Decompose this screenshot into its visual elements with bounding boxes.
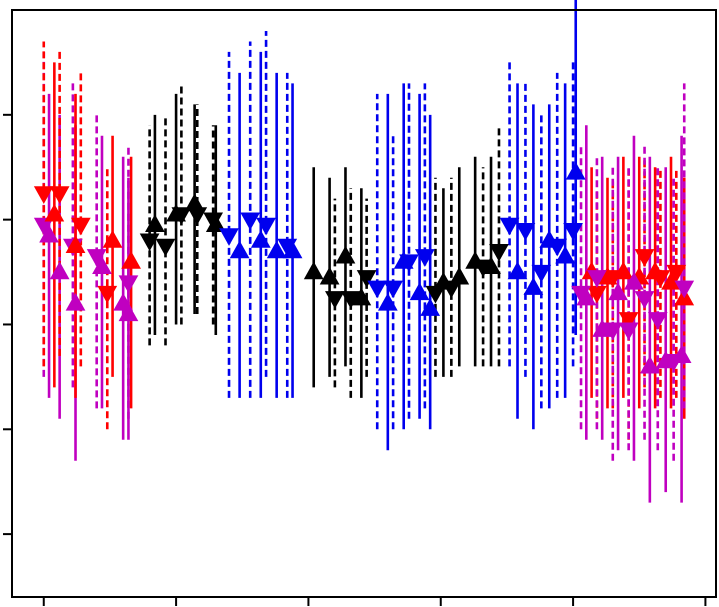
triangle-up-marker [65, 292, 86, 311]
triangle-up-marker [184, 193, 205, 212]
triangle-down-marker [602, 322, 623, 341]
triangle-up-marker [393, 251, 414, 269]
triangle-up-marker [539, 230, 560, 248]
triangle-up-marker [166, 203, 186, 222]
triangle-up-marker [555, 245, 576, 264]
triangle-up-marker [229, 240, 250, 259]
triangle-down-marker [70, 217, 91, 236]
triangle-down-marker [531, 264, 552, 283]
triangle-down-marker [587, 270, 607, 288]
triangle-down-marker [602, 270, 623, 288]
triangle-down-marker [49, 186, 70, 204]
triangle-down-marker [634, 291, 655, 309]
triangle-up-marker [565, 161, 586, 180]
axes-layer [3, 9, 717, 606]
triangle-up-marker [449, 266, 470, 285]
triangle-up-marker [145, 214, 165, 233]
triangle-up-marker [44, 203, 65, 222]
triangle-down-marker [118, 275, 139, 294]
triangle-up-marker [303, 261, 324, 280]
triangle-up-marker [335, 245, 356, 264]
triangle-up-marker [39, 224, 59, 243]
triangle-up-marker [102, 230, 123, 248]
triangle-up-marker [523, 277, 544, 295]
triangle-up-marker [266, 240, 287, 259]
triangle-up-marker [121, 251, 141, 269]
triangle-down-marker [414, 249, 435, 267]
triangle-down-marker [356, 270, 377, 288]
triangle-up-marker [481, 256, 501, 274]
triangle-up-marker [624, 272, 644, 290]
triangle-down-marker [666, 264, 687, 283]
triangle-up-marker [377, 292, 398, 311]
triangle-down-marker [515, 222, 536, 241]
triangle-down-marker [240, 212, 261, 231]
triangle-down-marker [256, 217, 276, 236]
triangle-up-marker [420, 298, 441, 316]
triangle-up-marker [608, 282, 628, 301]
triangle-up-marker [65, 235, 86, 253]
triangle-up-marker [639, 355, 660, 374]
triangle-down-marker [489, 243, 509, 262]
triangle-up-marker [118, 303, 139, 322]
triangle-down-marker [139, 233, 160, 252]
triangle-down-marker [97, 285, 118, 304]
triangle-down-marker [499, 217, 520, 236]
triangle-up-marker [282, 240, 303, 259]
triangle-up-marker [351, 287, 372, 306]
triangle-down-marker [618, 312, 639, 330]
triangle-up-marker [319, 266, 340, 285]
triangle-down-marker [634, 249, 655, 267]
triangle-down-marker [33, 186, 54, 204]
triangle-down-marker [571, 285, 591, 304]
triangle-up-marker [409, 282, 430, 301]
triangle-down-marker [383, 280, 403, 299]
triangle-down-marker [563, 222, 583, 241]
triangle-down-marker [674, 280, 695, 299]
errorbars-layer [42, 0, 686, 503]
triangle-up-marker [250, 230, 271, 248]
plot-frame [11, 9, 717, 598]
triangle-down-marker [647, 312, 668, 330]
triangle-down-marker [219, 228, 239, 246]
triangle-up-marker [205, 214, 226, 233]
markers-layer [33, 161, 695, 374]
triangle-up-marker [507, 261, 528, 280]
triangle-up-marker [49, 261, 70, 280]
triangle-down-marker [367, 280, 388, 299]
triangle-up-marker [433, 272, 454, 290]
triangle-up-marker [92, 256, 112, 274]
triangle-down-marker [618, 322, 639, 341]
triangle-down-marker [155, 238, 176, 257]
triangle-down-marker [325, 291, 345, 309]
triangle-down-marker [650, 270, 671, 288]
triangle-down-marker [663, 354, 684, 372]
triangle-up-marker [465, 251, 486, 269]
